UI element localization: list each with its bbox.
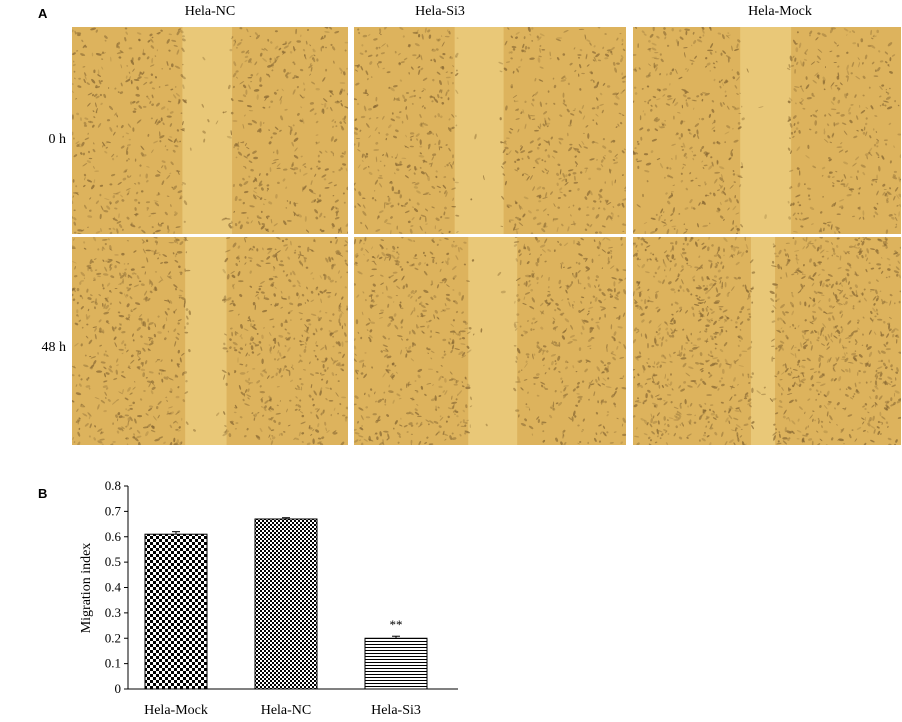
bar-hela-nc [254,518,318,690]
y-tick-label: 0.3 [105,605,121,620]
y-tick-label: 0.2 [105,630,121,645]
row-title-0h: 0 h [48,132,67,147]
significance-marker: ** [390,617,403,632]
micrograph-hela-nc-48h [72,237,348,445]
y-tick-label: 0.1 [105,656,121,671]
column-title-hela-mock: Hela-Mock [748,4,812,19]
y-tick-label: 0.6 [105,529,122,544]
bar-hela-si3 [364,637,428,690]
micrograph-hela-si3-48h [354,237,626,445]
bar-hela-mock [144,533,208,690]
micrograph-hela-mock-0h [633,27,901,234]
y-tick-label: 0.4 [105,580,122,595]
y-axis-label: Migration index [79,543,94,634]
x-tick-label: Hela-Mock [144,703,208,718]
micrograph-hela-si3-0h [354,27,626,234]
micrograph-hela-mock-48h [633,237,901,445]
row-title-48h: 48 h [41,340,67,355]
panel-label-b: B [38,486,48,501]
column-title-hela-si3: Hela-Si3 [415,4,465,19]
column-title-hela-nc: Hela-NC [184,4,236,19]
x-tick-label: Hela-NC [261,703,312,718]
y-tick-label: 0.8 [105,478,121,493]
migration-index-chart: Migration index 0 0.1 0.2 0.3 0.4 0.5 0.6 0.7 0.… [79,478,458,718]
y-tick-label: 0.7 [105,503,122,518]
y-tick-label: 0.5 [105,554,121,569]
panel-label-a: A [38,6,48,21]
x-tick-label: Hela-Si3 [371,703,421,718]
micrograph-hela-nc-0h [72,27,348,234]
y-tick-label: 0 [115,681,122,696]
